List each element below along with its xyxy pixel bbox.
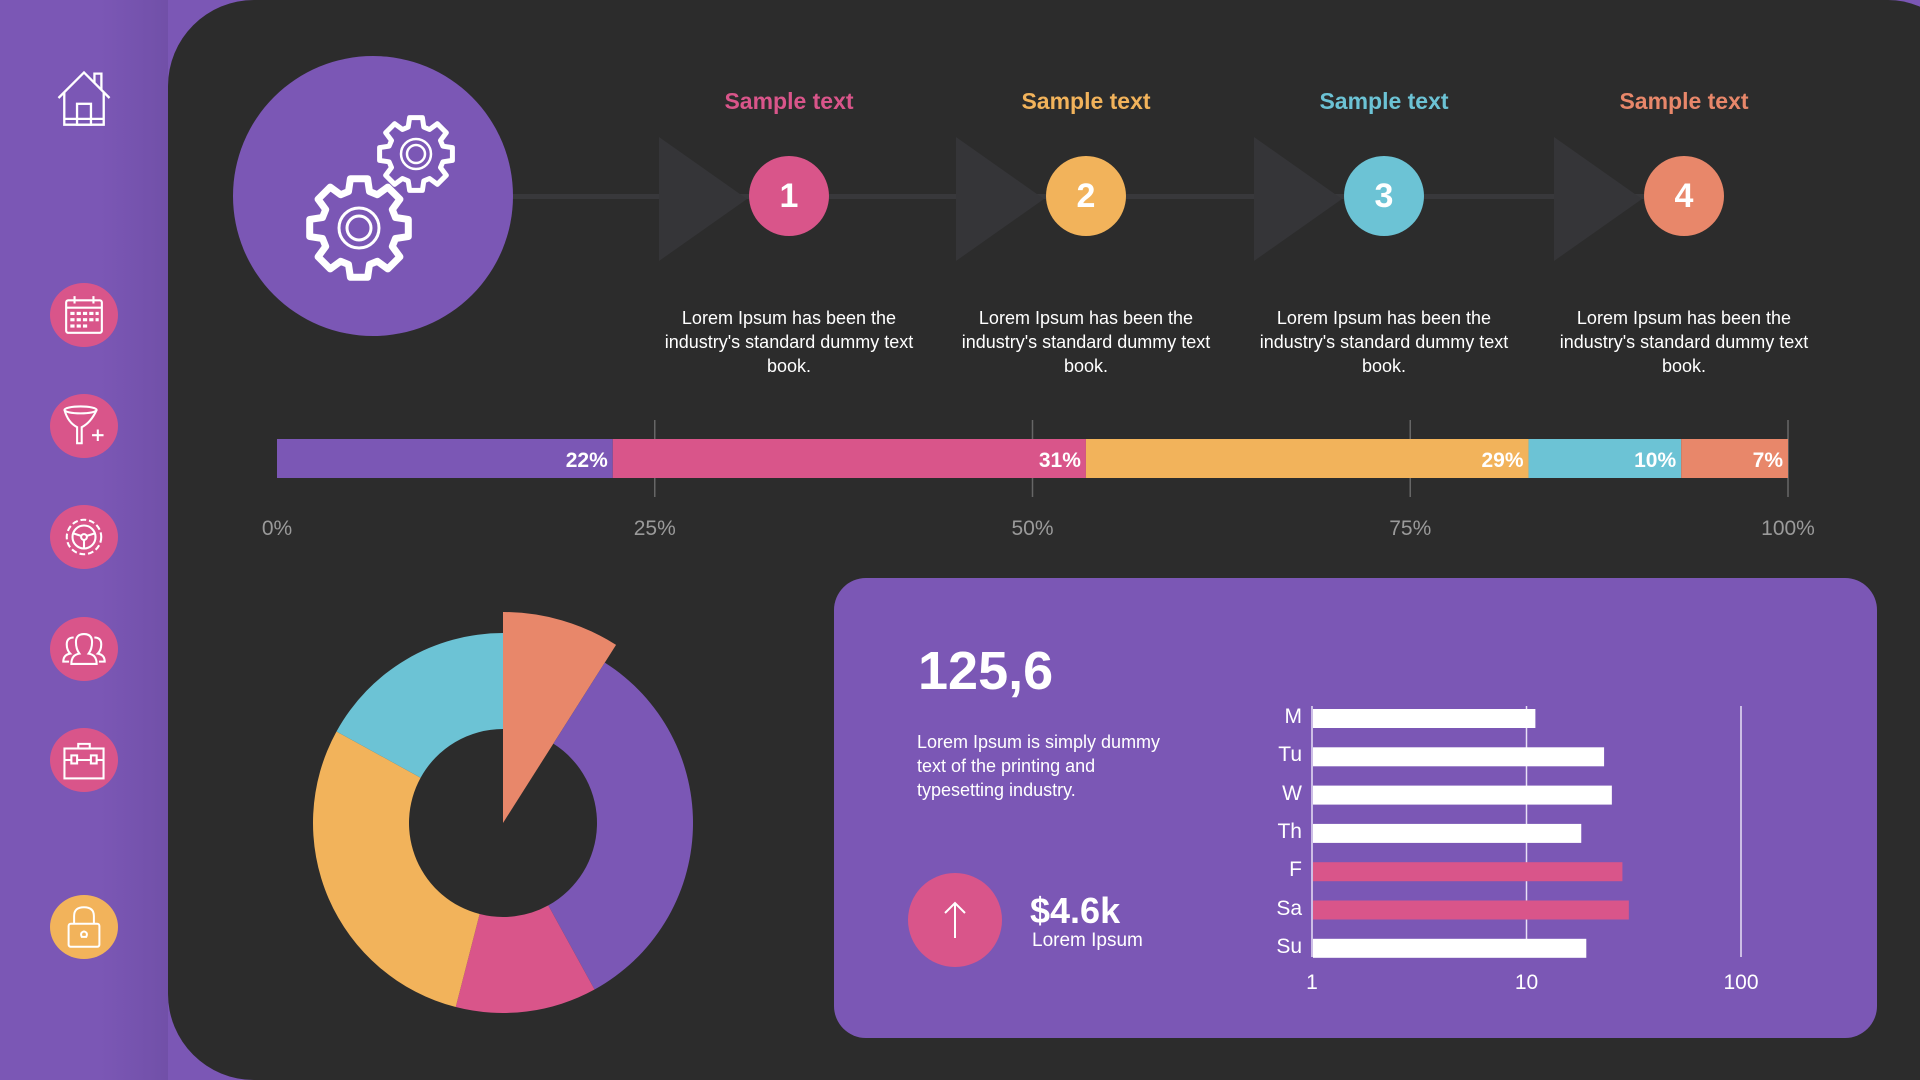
segment-label: 29% bbox=[1482, 449, 1524, 472]
step-number-badge: 2 bbox=[1046, 156, 1126, 236]
donut-slice bbox=[336, 633, 503, 778]
donut-chart bbox=[313, 612, 694, 1013]
stat-description: Lorem Ipsum is simply dummy text of the … bbox=[917, 732, 1161, 800]
gears-icon bbox=[306, 115, 455, 281]
step-description: Lorem Ipsum has been the industry's stan… bbox=[664, 308, 914, 376]
home-icon bbox=[57, 70, 111, 126]
step-title: Sample text bbox=[1021, 88, 1151, 114]
x-tick-label: 100 bbox=[1723, 971, 1759, 994]
stack-segment bbox=[1085, 439, 1529, 478]
briefcase-icon bbox=[63, 742, 105, 780]
axis-tick-label: 100% bbox=[1761, 517, 1815, 540]
axis-tick-label: 0% bbox=[261, 517, 293, 540]
step-title: Sample text bbox=[1319, 88, 1449, 114]
step-number-badge: 3 bbox=[1344, 156, 1424, 236]
stack-segment bbox=[1681, 439, 1788, 478]
stats-card bbox=[834, 578, 1877, 1038]
arrow-up-icon bbox=[944, 901, 966, 938]
donut-slice bbox=[548, 662, 694, 990]
step-description: Lorem Ipsum has been the industry's stan… bbox=[1259, 308, 1509, 376]
home-button[interactable] bbox=[50, 66, 118, 130]
lock-icon bbox=[67, 906, 101, 948]
calendar-icon bbox=[65, 296, 103, 334]
briefcase-button[interactable] bbox=[50, 728, 118, 792]
axis-tick-label: 50% bbox=[1011, 517, 1054, 540]
stack-segment bbox=[612, 439, 1086, 478]
step-description: Lorem Ipsum has been the industry's stan… bbox=[961, 308, 1211, 376]
step-arrow bbox=[956, 137, 1044, 261]
segment-label: 22% bbox=[566, 449, 608, 472]
step-arrow bbox=[659, 137, 747, 261]
stat-value: 125,6 bbox=[918, 641, 1054, 701]
axis-tick-label: 75% bbox=[1389, 517, 1432, 540]
step-description: Lorem Ipsum has been the industry's stan… bbox=[1559, 308, 1809, 376]
lock-button[interactable] bbox=[50, 895, 118, 959]
segment-label: 10% bbox=[1634, 449, 1676, 472]
sidebar bbox=[0, 0, 168, 1080]
axis-tick-label: 25% bbox=[633, 517, 676, 540]
donut-slice bbox=[503, 612, 617, 823]
settings-button[interactable] bbox=[50, 505, 118, 569]
x-tick-label: 1 bbox=[1306, 971, 1318, 994]
step-number-badge: 1 bbox=[749, 156, 829, 236]
hero-circle bbox=[233, 56, 513, 336]
stacked-percentage-bar: 22% 31% 29% 10% 7% bbox=[277, 420, 1789, 497]
amount-value: $4.6k bbox=[1030, 890, 1121, 931]
steering-gear-icon bbox=[65, 518, 103, 556]
stack-segment bbox=[277, 439, 613, 478]
funnel-button[interactable] bbox=[50, 394, 118, 458]
funnel-add-icon bbox=[63, 405, 104, 445]
donut-slice bbox=[455, 905, 595, 1013]
step-title: Sample text bbox=[1619, 88, 1749, 114]
day-label: W bbox=[1282, 781, 1302, 805]
day-label: Sa bbox=[1276, 896, 1302, 920]
step-number-badge: 4 bbox=[1644, 156, 1724, 236]
stack-segment bbox=[1528, 439, 1682, 478]
day-label: F bbox=[1289, 858, 1302, 882]
team-button[interactable] bbox=[50, 617, 118, 681]
donut-slice bbox=[313, 731, 480, 1008]
day-label: Th bbox=[1277, 819, 1302, 843]
day-label: M bbox=[1284, 705, 1303, 728]
segment-label: 31% bbox=[1039, 449, 1081, 472]
step-arrow bbox=[1254, 137, 1342, 261]
x-tick-label: 10 bbox=[1514, 971, 1539, 994]
amount-label: Lorem Ipsum bbox=[1032, 930, 1143, 951]
day-label: Su bbox=[1276, 934, 1302, 958]
calendar-button[interactable] bbox=[50, 283, 118, 347]
step-title: Sample text bbox=[724, 88, 854, 114]
team-icon bbox=[62, 633, 106, 665]
segment-label: 7% bbox=[1753, 449, 1784, 472]
day-label: Tu bbox=[1278, 743, 1302, 767]
trend-badge bbox=[908, 873, 1002, 967]
step-arrow bbox=[1554, 137, 1642, 261]
